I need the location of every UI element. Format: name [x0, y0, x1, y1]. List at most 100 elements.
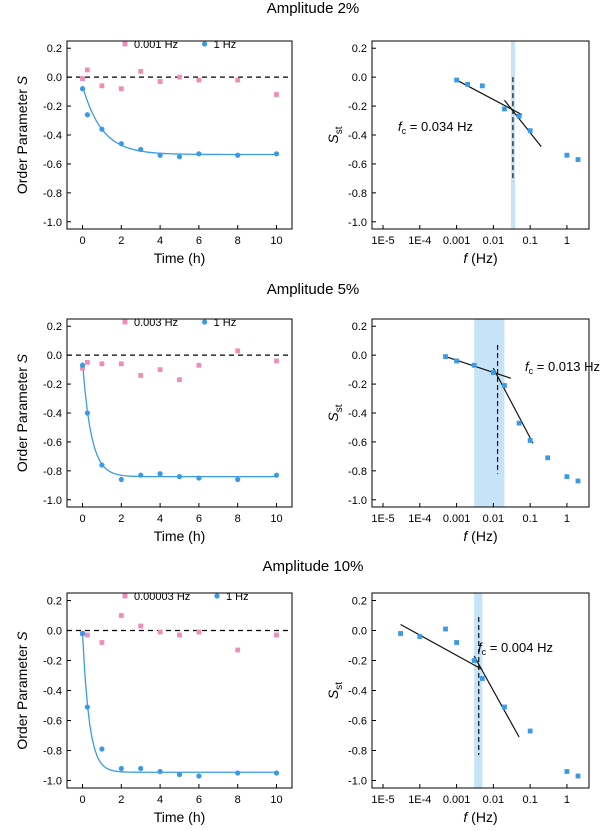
x-tick-label: 2	[118, 513, 124, 525]
data-point	[157, 79, 163, 84]
y-tick-label: -0.6	[43, 716, 62, 728]
data-point	[196, 77, 202, 83]
regression-line-2	[503, 99, 542, 147]
data-point	[138, 373, 144, 378]
y-tick-label: -0.2	[348, 101, 367, 113]
y-tick-label: -0.4	[43, 686, 62, 698]
legend-marker	[122, 593, 128, 599]
y-axis-label: Order Parameter S	[14, 75, 30, 194]
chart-panel-6: 0.2 0.0 -0.2 -0.4 -0.6 -0.8 -1.0 1E-5 1E-4 0.001 0…	[325, 592, 590, 825]
data-point	[471, 658, 477, 663]
y-tick-label: 0.2	[352, 43, 367, 55]
y-axis-label: Order Parameter S	[14, 631, 30, 750]
data-point	[99, 361, 105, 367]
data-point	[157, 471, 163, 477]
x-tick-label: 4	[157, 513, 163, 525]
legend-marker	[202, 41, 208, 47]
critical-frequency-band	[474, 319, 505, 507]
data-point	[479, 83, 485, 89]
data-point	[99, 83, 105, 89]
x-tick-label: 6	[196, 794, 202, 806]
data-point	[196, 475, 202, 481]
data-point	[138, 472, 144, 478]
data-point	[80, 76, 85, 81]
data-point	[84, 359, 90, 365]
data-point	[84, 632, 90, 638]
data-point	[235, 152, 241, 158]
legend-label: 0.001 Hz	[134, 39, 178, 51]
data-point	[502, 106, 507, 112]
y-axis-label: Sst	[325, 682, 345, 699]
y-tick-label: 0.0	[352, 626, 367, 638]
y-axis-label: Sst	[325, 404, 345, 421]
y-tick-label: -0.6	[348, 437, 367, 449]
critical-frequency-label: fc = 0.034 Hz	[398, 119, 473, 136]
data-point	[99, 462, 105, 468]
data-point	[235, 77, 241, 83]
data-point	[138, 146, 144, 153]
data-point	[118, 361, 124, 367]
data-point	[176, 154, 183, 160]
y-tick-label: -0.4	[43, 130, 62, 142]
data-point	[84, 67, 90, 73]
legend-label: 0.00003 Hz	[134, 591, 190, 603]
data-point	[118, 476, 124, 483]
x-tick-label: 1	[564, 513, 570, 525]
chart-panel-4: 0.2 0.0 -0.2 -0.4 -0.6 -0.8 -1.0 1E-5 1E-4 0.001 0…	[325, 318, 600, 544]
data-point	[274, 632, 279, 638]
data-point	[564, 474, 570, 480]
chart-panel-1: 0.2 0.0 -0.2 -0.4 -0.6 -0.8 -1.0 0 2 4 6 8 10 Time (h…	[14, 39, 293, 266]
legend-marker	[122, 319, 128, 325]
data-point	[273, 770, 280, 776]
data-point	[575, 478, 581, 484]
y-tick-label: -0.8	[43, 746, 62, 758]
data-point	[516, 420, 522, 426]
y-tick-label: -1.0	[348, 495, 367, 507]
x-tick-label: 8	[235, 235, 241, 247]
x-tick-label: 1	[564, 794, 570, 806]
data-point	[176, 474, 183, 480]
legend-label: 1 Hz	[214, 317, 237, 329]
x-tick-label: 0.001	[443, 513, 471, 525]
data-point	[443, 354, 448, 359]
data-point	[274, 358, 279, 364]
data-point	[417, 634, 423, 639]
y-tick-label: -1.0	[43, 495, 62, 507]
data-point	[157, 152, 163, 158]
x-axis-label: Time (h)	[154, 250, 206, 266]
data-point	[118, 613, 124, 618]
x-axis-label: f (Hz)	[463, 250, 497, 266]
y-tick-label: -0.2	[43, 379, 62, 391]
y-tick-label: -0.6	[348, 716, 367, 728]
x-tick-label: 0.01	[483, 794, 504, 806]
data-point	[138, 765, 144, 772]
critical-frequency-label: fc = 0.013 Hz	[525, 359, 600, 376]
data-point	[84, 704, 90, 710]
x-tick-label: 2	[118, 235, 124, 247]
chart-panel-3: 0.2 0.0 -0.2 -0.4 -0.6 -0.8 -1.0 0 2 4 6 8 10 Time (h…	[14, 317, 293, 544]
data-point	[235, 770, 241, 776]
chart-panel-2: 0.2 0.0 -0.2 -0.4 -0.6 -0.8 -1.0 1E-5 1E-4 0.001 0…	[325, 40, 590, 266]
data-point	[527, 438, 533, 443]
data-point	[273, 472, 280, 478]
data-point	[516, 113, 522, 119]
x-axis-label: f (Hz)	[463, 809, 497, 825]
chart-panel-5: 0.2 0.0 -0.2 -0.4 -0.6 -0.8 -1.0 0 2 4 6 8 10 Time (h…	[14, 591, 293, 825]
x-tick-label: 0	[79, 794, 85, 806]
x-tick-label: 2	[118, 794, 124, 806]
legend-label: 1 Hz	[214, 39, 237, 51]
x-tick-label: 0	[79, 513, 85, 525]
x-axis-label: f (Hz)	[463, 528, 497, 544]
y-axis-label: Sst	[325, 126, 345, 143]
data-point	[235, 476, 241, 483]
data-point	[157, 629, 163, 635]
x-tick-label: 4	[157, 235, 163, 247]
x-tick-label: 1E-5	[371, 513, 394, 525]
data-point	[79, 362, 86, 368]
data-point	[575, 157, 581, 162]
y-tick-label: 0.2	[47, 43, 62, 55]
x-tick-label: 6	[196, 513, 202, 525]
data-point	[465, 81, 471, 87]
row-title-amplitude-5: Amplitude 5%	[267, 281, 360, 298]
